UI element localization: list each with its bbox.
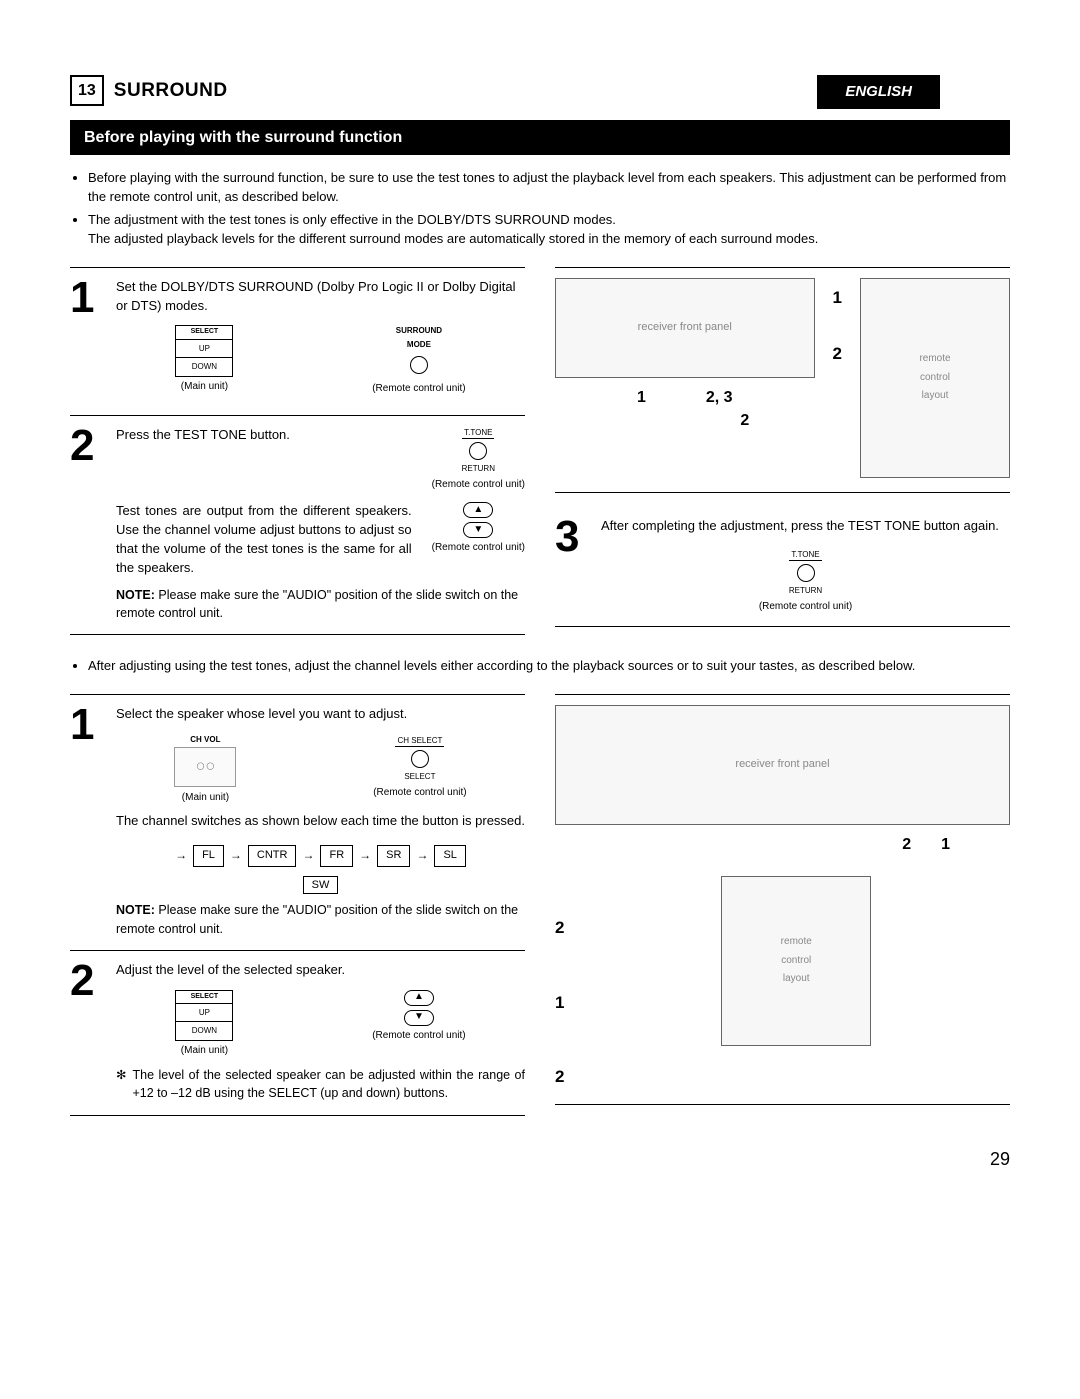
remote-control-diagram: remotecontrollayout <box>721 876 871 1046</box>
ref-num: 2 <box>740 412 749 429</box>
down-button-icon: ▼ <box>404 1010 434 1026</box>
step-text: Select the speaker whose level you want … <box>116 705 525 724</box>
ttone-remote-diagram: T.TONE RETURN (Remote control unit) <box>432 426 525 493</box>
surround-mode-remote-diagram: SURROUND MODE (Remote control unit) <box>372 325 465 396</box>
ref-num: 1 <box>637 386 646 409</box>
ref-num: 2 <box>902 833 911 856</box>
ref-num: 2 <box>555 916 564 941</box>
bullet-item: The adjustment with the test tones is on… <box>88 211 1010 249</box>
note: NOTE:Please make sure the "AUDIO" positi… <box>116 901 525 937</box>
step-text: Set the DOLBY/DTS SURROUND (Dolby Pro Lo… <box>116 278 525 316</box>
page-number: 29 <box>70 1146 1010 1172</box>
mid-bullet-list: After adjusting using the test tones, ad… <box>88 657 1010 676</box>
step-number: 1 <box>70 705 106 938</box>
footnote: ✻ The level of the selected speaker can … <box>116 1066 525 1102</box>
up-button-icon: ▲ <box>463 502 493 518</box>
upper-step-1: 1 Set the DOLBY/DTS SURROUND (Dolby Pro … <box>70 267 525 415</box>
section-number: 13 <box>70 75 104 106</box>
ref-num: 2, 3 <box>706 386 733 409</box>
language-badge: ENGLISH <box>817 75 940 109</box>
ref-num: 2 <box>555 1065 564 1090</box>
upper-step-2: 2 Press the TEST TONE button. T.TONE RET… <box>70 415 525 635</box>
ch-vol-main-diagram: CH VOL ◯ ◯ (Main unit) <box>174 734 236 806</box>
intro-bullets: Before playing with the surround functio… <box>88 169 1010 248</box>
sub-header: Before playing with the surround functio… <box>70 120 1010 155</box>
step-text: Press the TEST TONE button. <box>116 426 412 445</box>
ttone-remote-diagram: T.TONE RETURN <box>789 549 822 597</box>
lower-left-col: 1 Select the speaker whose level you wan… <box>70 694 525 1116</box>
ref-num: 2 <box>833 342 842 367</box>
test-tone-paragraph: Test tones are output from the different… <box>116 502 412 577</box>
ref-num: 1 <box>833 286 842 311</box>
lower-columns: 1 Select the speaker whose level you wan… <box>70 694 1010 1116</box>
receiver-front-diagram: receiver front panel <box>555 705 1010 825</box>
caption: (Remote control unit) <box>601 600 1010 615</box>
ch-select-remote-diagram: CH SELECT SELECT (Remote control unit) <box>373 734 466 806</box>
step-text: Adjust the level of the selected speaker… <box>116 961 525 980</box>
remote-control-diagram: remotecontrollayout <box>860 278 1010 478</box>
step-number: 2 <box>70 961 106 1103</box>
step-number: 3 <box>555 517 591 615</box>
step-number: 2 <box>70 426 106 622</box>
note: NOTE:Please make sure the "AUDIO" positi… <box>116 586 525 622</box>
select-main-unit-diagram: SELECT UP DOWN (Main unit) <box>175 990 233 1059</box>
step-text: After completing the adjustment, press t… <box>601 517 1010 536</box>
upper-left-col: 1 Set the DOLBY/DTS SURROUND (Dolby Pro … <box>70 267 525 635</box>
ref-num: 1 <box>941 833 950 856</box>
up-button-icon: ▲ <box>404 990 434 1006</box>
section-title: SURROUND <box>114 77 228 105</box>
channel-switch-text: The channel switches as shown below each… <box>116 812 525 831</box>
channel-chain-diagram: → FL→ CNTR→ FR→ SR→ SL <box>116 845 525 867</box>
upper-columns: 1 Set the DOLBY/DTS SURROUND (Dolby Pro … <box>70 267 1010 635</box>
caption: (Remote control unit) <box>372 382 465 397</box>
channel-sw-box: SW <box>303 876 339 894</box>
lower-right-col: receiver front panel 2 1 2 1 2 remotecon… <box>555 694 1010 1116</box>
bullet-item: After adjusting using the test tones, ad… <box>88 657 1010 676</box>
receiver-front-diagram: receiver front panel <box>555 278 815 378</box>
upper-right-col: receiver front panel 1 2, 3 2 1 2 remote… <box>555 267 1010 635</box>
down-button-icon: ▼ <box>463 522 493 538</box>
ref-num: 1 <box>555 991 564 1016</box>
upper-step-3: 3 After completing the adjustment, press… <box>555 507 1010 628</box>
up-down-remote-diagram: ▲ ▼ (Remote control unit) <box>432 502 525 556</box>
lower-step-1: 1 Select the speaker whose level you wan… <box>70 694 525 950</box>
step-number: 1 <box>70 278 106 403</box>
lower-step-2: 2 Adjust the level of the selected speak… <box>70 950 525 1116</box>
select-main-unit-diagram: SELECT UP DOWN (Main unit) <box>175 325 233 396</box>
bullet-item: Before playing with the surround functio… <box>88 169 1010 207</box>
up-down-remote-diagram: ▲ ▼ (Remote control unit) <box>372 990 465 1059</box>
caption: (Main unit) <box>175 380 233 395</box>
